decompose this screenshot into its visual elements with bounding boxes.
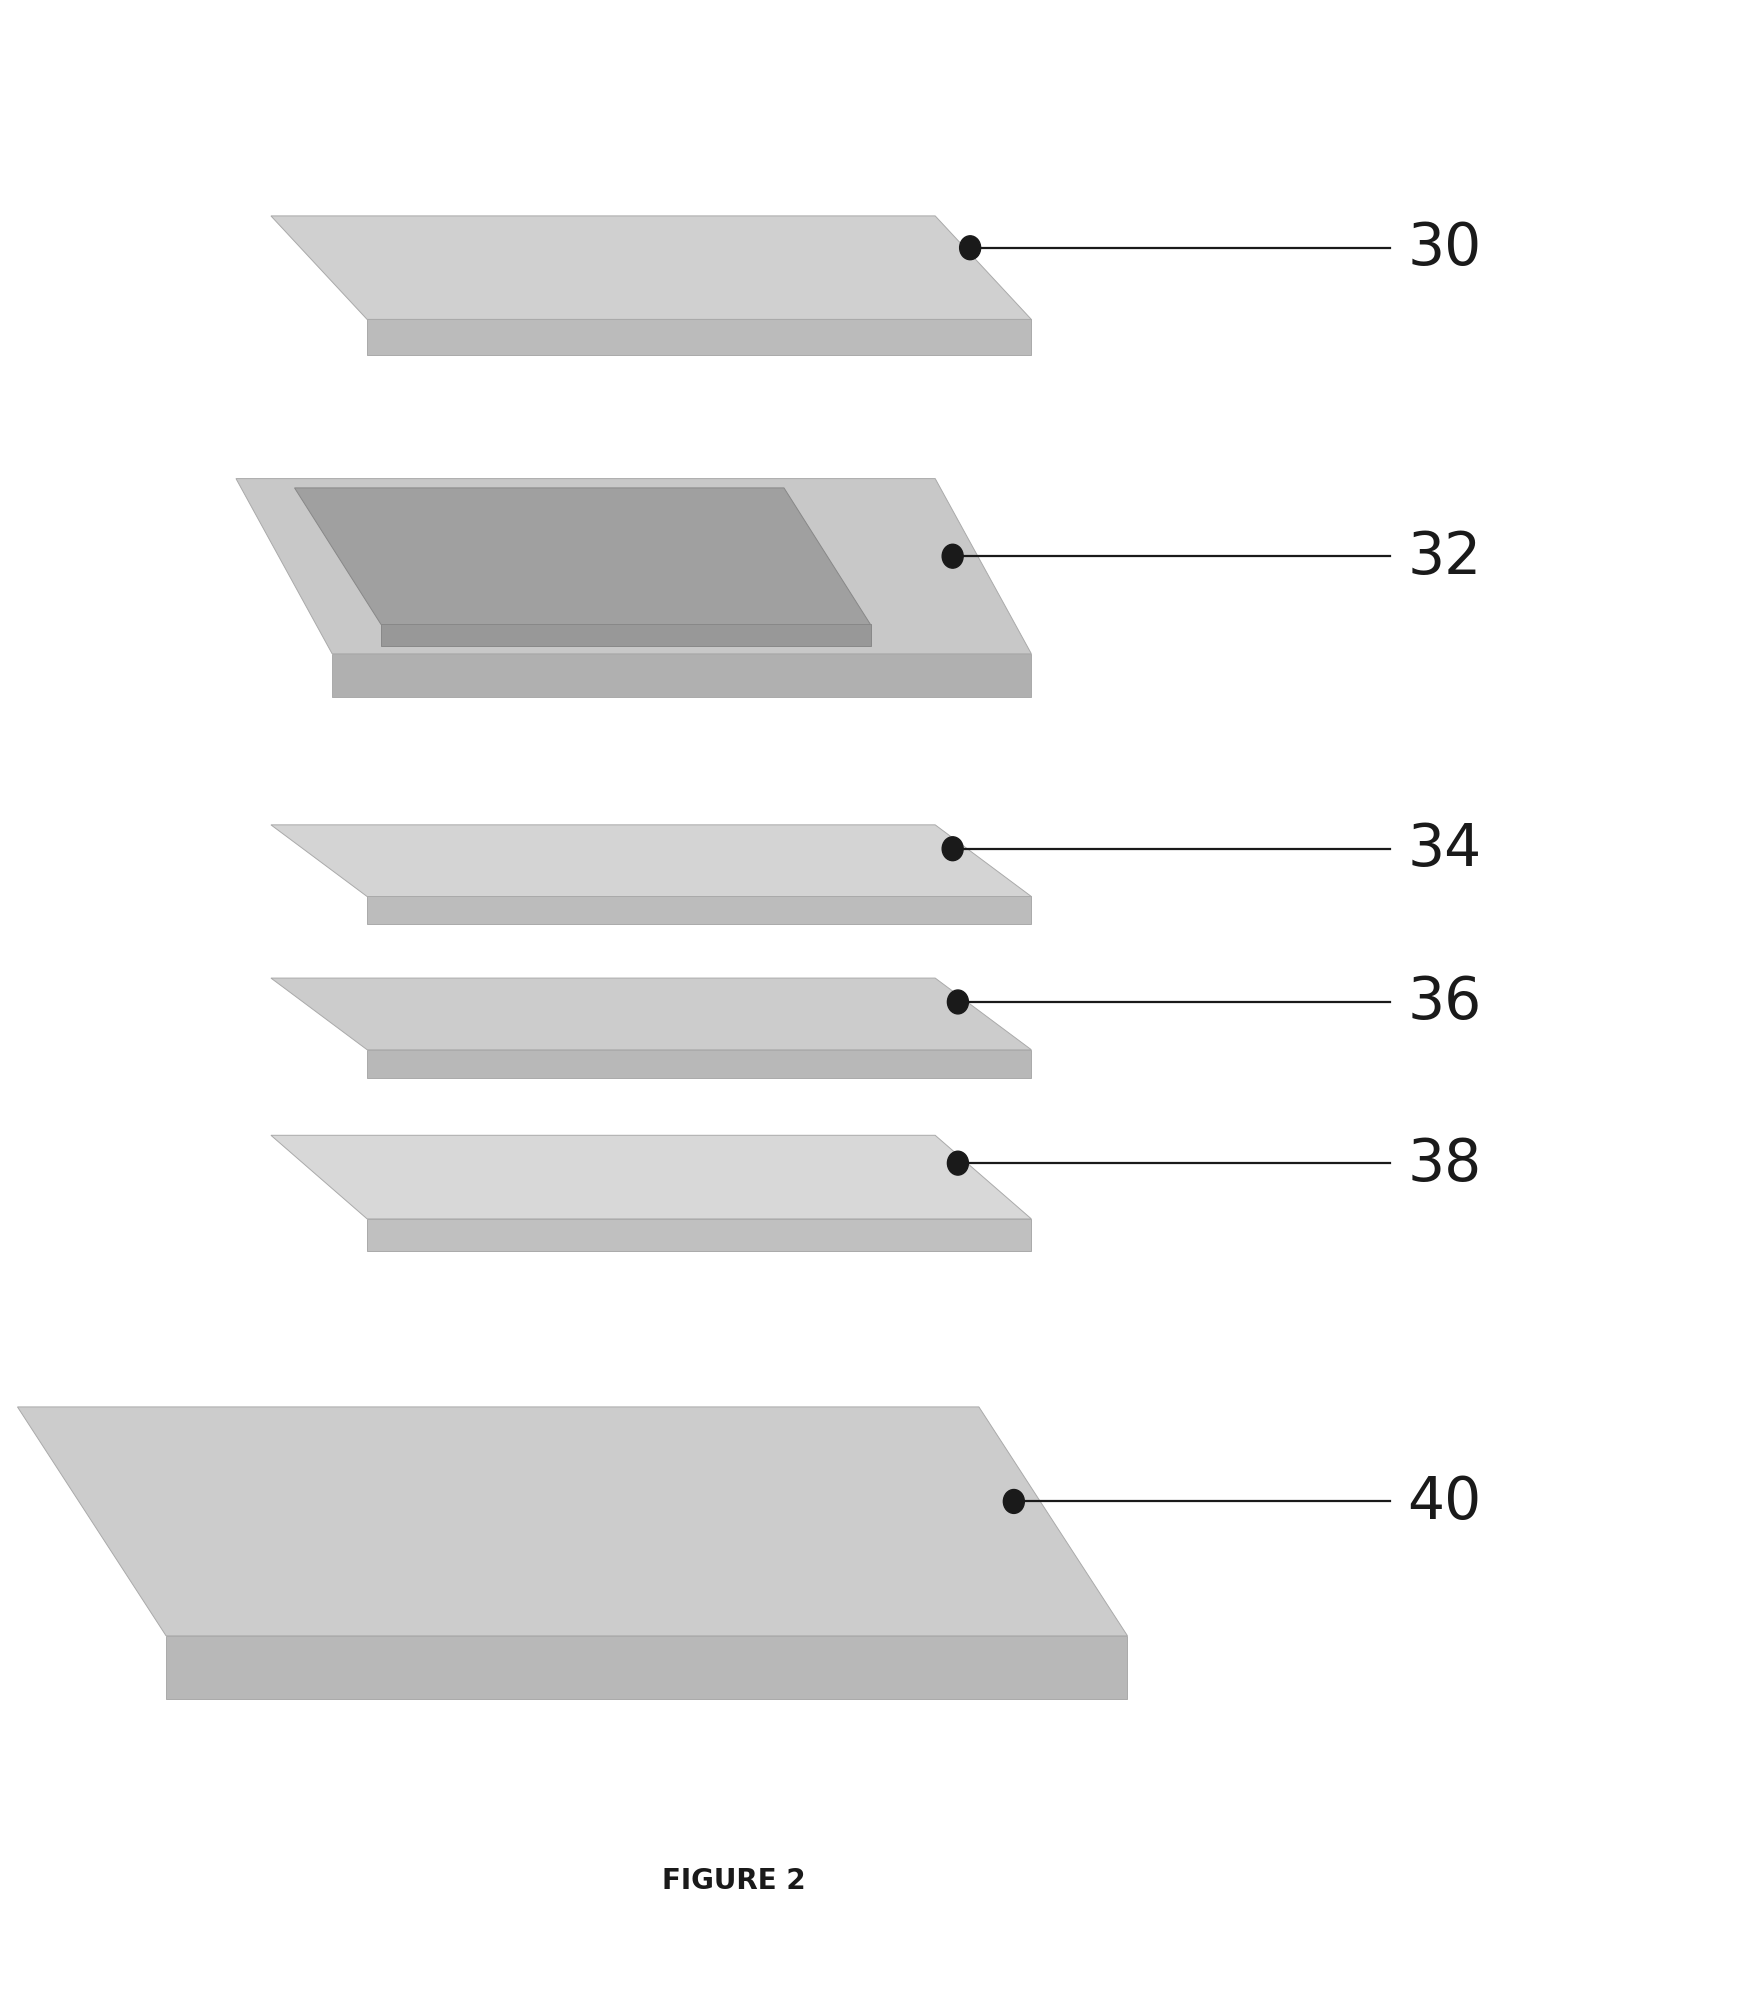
Polygon shape [367,1050,1031,1078]
Circle shape [947,1152,968,1175]
Circle shape [942,545,963,569]
Text: 38: 38 [1407,1136,1481,1191]
Text: 34: 34 [1407,821,1481,877]
Circle shape [947,991,968,1014]
Circle shape [1003,1490,1024,1514]
Polygon shape [271,217,1031,320]
Text: 32: 32 [1407,529,1481,585]
Polygon shape [17,1408,1127,1635]
Polygon shape [271,979,1031,1050]
Text: 40: 40 [1407,1474,1481,1530]
Polygon shape [332,654,1031,698]
Polygon shape [367,897,1031,925]
Circle shape [960,237,981,261]
Polygon shape [166,1635,1127,1699]
Polygon shape [271,825,1031,897]
Polygon shape [367,1219,1031,1251]
Polygon shape [367,320,1031,356]
Polygon shape [294,489,871,625]
Polygon shape [381,625,871,646]
Text: 30: 30 [1407,221,1481,276]
Circle shape [942,837,963,861]
Polygon shape [236,479,1031,654]
Polygon shape [271,1136,1031,1219]
Text: FIGURE 2: FIGURE 2 [662,1866,806,1894]
Text: 36: 36 [1407,975,1481,1030]
